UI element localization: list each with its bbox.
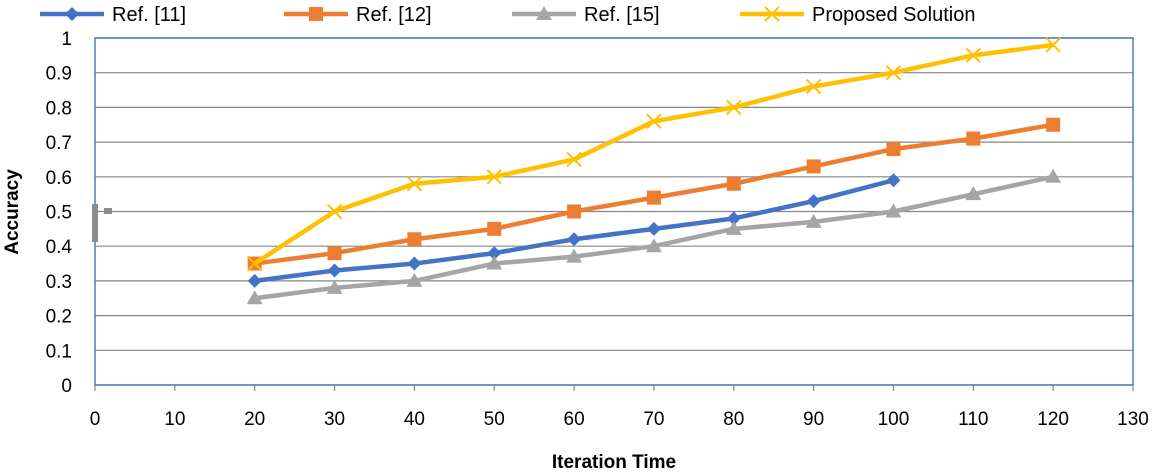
data-point — [806, 194, 821, 209]
x-tick-label: 40 — [404, 409, 425, 430]
data-point — [886, 142, 901, 157]
data-point — [725, 220, 742, 235]
x-tick-label: 60 — [564, 409, 585, 430]
series — [246, 37, 1062, 305]
data-point — [965, 186, 982, 201]
data-point — [566, 248, 583, 263]
legend-marker — [764, 6, 780, 22]
y-tick-label: 0.8 — [46, 98, 72, 119]
data-point — [885, 64, 902, 81]
data-point — [486, 255, 503, 270]
data-point — [486, 169, 502, 185]
legend-item: Ref. [12] — [284, 4, 432, 26]
data-point — [726, 99, 742, 116]
y-axis-title: Accuracy — [2, 169, 23, 255]
x-tick-label: 0 — [90, 409, 101, 430]
legend-label: Ref. [11] — [112, 4, 186, 26]
data-point — [487, 221, 502, 236]
data-point — [726, 211, 741, 226]
data-point — [327, 263, 342, 278]
data-point — [886, 173, 901, 188]
data-point — [246, 290, 263, 305]
data-point — [326, 279, 343, 294]
y-tick-label: 1 — [61, 29, 72, 50]
data-point — [1046, 117, 1061, 132]
data-point — [246, 255, 263, 272]
y-tick-label: 0.4 — [46, 237, 73, 258]
data-point — [567, 232, 582, 247]
data-point — [885, 203, 902, 218]
y-tick-label: 0.7 — [46, 133, 72, 154]
x-tick-label: 80 — [723, 409, 744, 430]
data-point — [566, 151, 582, 168]
x-tick-label: 30 — [324, 409, 345, 430]
legend-label: Ref. [15] — [584, 4, 660, 26]
x-tick-label: 120 — [1037, 409, 1069, 430]
data-point — [327, 246, 342, 261]
y-tick-labels: 0 0.1 0.2 0.3 0.4 0.5 0.6 0.7 0.8 0.9 1 — [46, 29, 73, 397]
legend-item: Ref. [15] — [512, 4, 660, 26]
legend-marker — [309, 7, 323, 21]
y-tick-label: 0.1 — [46, 341, 72, 362]
data-point — [726, 176, 741, 191]
data-point — [407, 232, 422, 247]
x-axis-title: Iteration Time — [552, 452, 676, 473]
data-point — [406, 176, 423, 192]
x-tick-label: 70 — [643, 409, 664, 430]
y-tick-label: 0 — [61, 376, 72, 397]
y-tick-label: 0.3 — [46, 272, 72, 293]
data-point — [1045, 37, 1061, 53]
legend-marker — [65, 7, 79, 21]
legend-item: Ref. [11] — [40, 4, 186, 26]
y-tick-label: 0.2 — [46, 307, 72, 328]
legend-item: Proposed Solution — [740, 4, 975, 26]
data-point — [567, 204, 582, 219]
data-point — [806, 159, 821, 174]
x-tick-labels: 0 10 20 30 40 50 60 70 80 90 100 110 120 130 — [90, 409, 1149, 430]
series-line — [254, 178, 895, 284]
y-tick-label: 0.5 — [46, 203, 72, 224]
x-tick-label: 100 — [878, 409, 910, 430]
grid-lines — [94, 37, 1134, 391]
series-2 — [246, 168, 1062, 305]
data-point — [966, 131, 981, 146]
y-tick-label: 0.9 — [46, 64, 72, 85]
x-tick-label: 110 — [958, 409, 988, 430]
data-point — [646, 221, 661, 236]
data-point — [805, 78, 822, 95]
x-tick-label: 50 — [484, 409, 505, 430]
data-point — [645, 238, 662, 253]
legend-marker — [536, 6, 552, 20]
data-point — [965, 47, 982, 64]
series-3 — [246, 37, 1061, 272]
data-point — [1045, 168, 1062, 183]
y-tick-label: 0.6 — [46, 168, 72, 189]
data-point — [247, 273, 262, 288]
legend-label: Proposed Solution — [812, 4, 975, 26]
legend: Ref. [11] Ref. [12] Ref. [15] Proposed Solu… — [40, 4, 975, 26]
y-axis-stub — [92, 204, 112, 242]
data-point — [406, 272, 423, 287]
x-tick-label: 130 — [1117, 409, 1149, 430]
series-0 — [247, 173, 901, 288]
data-point — [805, 213, 822, 228]
x-tick-label: 90 — [803, 409, 824, 430]
x-tick-label: 10 — [164, 409, 185, 430]
data-point — [646, 113, 662, 129]
legend-label: Ref. [12] — [356, 4, 432, 26]
data-point — [407, 256, 422, 271]
data-point — [487, 246, 502, 261]
x-tick-label: 20 — [244, 409, 265, 430]
data-point — [326, 203, 343, 220]
data-point — [646, 190, 661, 205]
